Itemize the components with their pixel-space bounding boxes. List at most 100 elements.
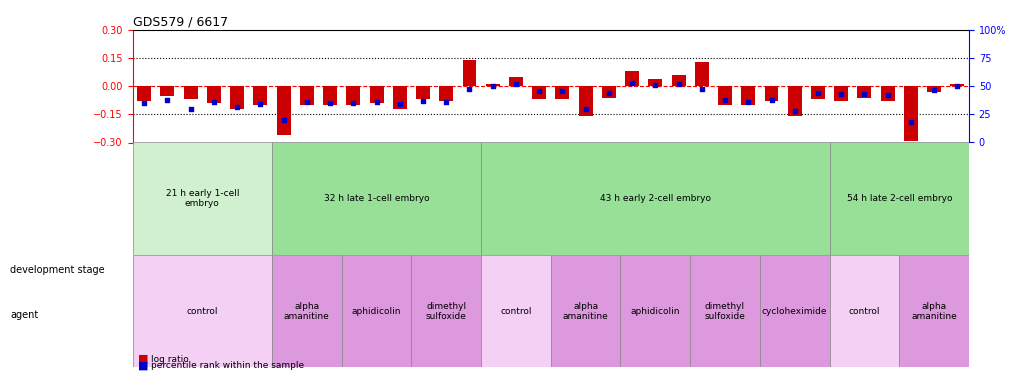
Bar	[369, 86, 383, 103]
Point	[809, 90, 825, 96]
Point	[159, 97, 175, 103]
Point	[206, 99, 222, 105]
Point	[949, 83, 965, 89]
Text: alpha
amanitine: alpha amanitine	[910, 302, 956, 321]
Point	[368, 99, 384, 105]
Point	[391, 101, 408, 107]
Bar	[253, 86, 267, 105]
Text: dimethyl
sulfoxide: dimethyl sulfoxide	[425, 302, 467, 321]
Text: alpha
amanitine: alpha amanitine	[562, 302, 608, 321]
Bar	[787, 86, 801, 116]
Bar	[899, 255, 968, 368]
Text: cycloheximide: cycloheximide	[761, 307, 826, 316]
Bar	[717, 86, 732, 105]
Bar	[132, 142, 272, 255]
Bar	[138, 86, 151, 101]
Text: control: control	[848, 307, 879, 316]
Point	[484, 83, 500, 89]
Point	[669, 81, 686, 87]
Point	[531, 88, 547, 94]
Bar	[485, 84, 499, 86]
Point	[252, 101, 268, 107]
Bar	[416, 86, 430, 99]
Bar	[690, 255, 759, 368]
Text: 54 h late 2-cell embryo: 54 h late 2-cell embryo	[846, 194, 951, 203]
Text: dimethyl
sulfoxide: dimethyl sulfoxide	[704, 302, 745, 321]
Bar	[620, 255, 690, 368]
Bar	[828, 142, 968, 255]
Text: 32 h late 1-cell embryo: 32 h late 1-cell embryo	[323, 194, 429, 203]
Text: control: control	[499, 307, 531, 316]
Bar	[857, 86, 870, 98]
Bar	[671, 75, 685, 86]
Bar	[555, 86, 569, 99]
Bar	[300, 86, 314, 105]
Point	[415, 98, 431, 104]
Point	[438, 99, 454, 105]
Bar	[481, 142, 828, 255]
Point	[786, 108, 802, 114]
Text: aphidicolin: aphidicolin	[630, 307, 680, 316]
Bar	[578, 86, 592, 116]
Text: control: control	[186, 307, 218, 316]
Bar	[601, 86, 615, 98]
Text: ■: ■	[138, 360, 148, 370]
Bar	[346, 86, 360, 105]
Bar	[462, 60, 476, 86]
Point	[647, 82, 663, 88]
Point	[577, 106, 593, 112]
Bar	[183, 86, 198, 99]
Bar	[828, 255, 899, 368]
Point	[322, 100, 338, 106]
Point	[624, 80, 640, 86]
Bar	[276, 86, 290, 135]
Point	[275, 117, 291, 123]
Text: percentile rank within the sample: percentile rank within the sample	[151, 362, 304, 370]
Point	[716, 97, 733, 103]
Bar	[741, 86, 754, 105]
Text: development stage: development stage	[10, 265, 105, 275]
Bar	[411, 255, 481, 368]
Text: 43 h early 2-cell embryo: 43 h early 2-cell embryo	[599, 194, 710, 203]
Bar	[132, 255, 272, 368]
Text: ■: ■	[138, 354, 148, 364]
Bar	[648, 79, 661, 86]
Point	[693, 86, 709, 92]
Bar	[392, 86, 407, 109]
Bar	[439, 86, 452, 101]
Point	[878, 92, 895, 98]
Bar	[160, 86, 174, 96]
Bar	[207, 86, 221, 103]
Bar	[694, 62, 708, 86]
Text: agent: agent	[10, 310, 39, 320]
Point	[762, 97, 779, 103]
Bar	[903, 86, 917, 141]
Point	[344, 100, 361, 106]
Point	[925, 87, 942, 93]
Point	[600, 90, 616, 96]
Point	[856, 91, 872, 97]
Bar	[625, 71, 639, 86]
Point	[833, 91, 849, 97]
Text: GDS579 / 6617: GDS579 / 6617	[132, 16, 227, 29]
Point	[507, 81, 524, 87]
Text: 21 h early 1-cell
embryо: 21 h early 1-cell embryо	[165, 189, 238, 209]
Bar	[230, 86, 244, 109]
Bar	[759, 255, 828, 368]
Bar	[532, 86, 545, 99]
Point	[902, 119, 918, 125]
Bar	[508, 77, 523, 86]
Point	[740, 99, 756, 105]
Bar	[950, 84, 963, 86]
Text: aphidicolin: aphidicolin	[352, 307, 400, 316]
Bar	[272, 255, 341, 368]
Bar	[879, 86, 894, 101]
Text: log ratio: log ratio	[151, 355, 189, 364]
Bar	[834, 86, 848, 101]
Bar	[481, 255, 550, 368]
Point	[182, 106, 199, 112]
Point	[299, 99, 315, 105]
Bar	[550, 255, 620, 368]
Bar	[272, 142, 481, 255]
Point	[553, 88, 570, 94]
